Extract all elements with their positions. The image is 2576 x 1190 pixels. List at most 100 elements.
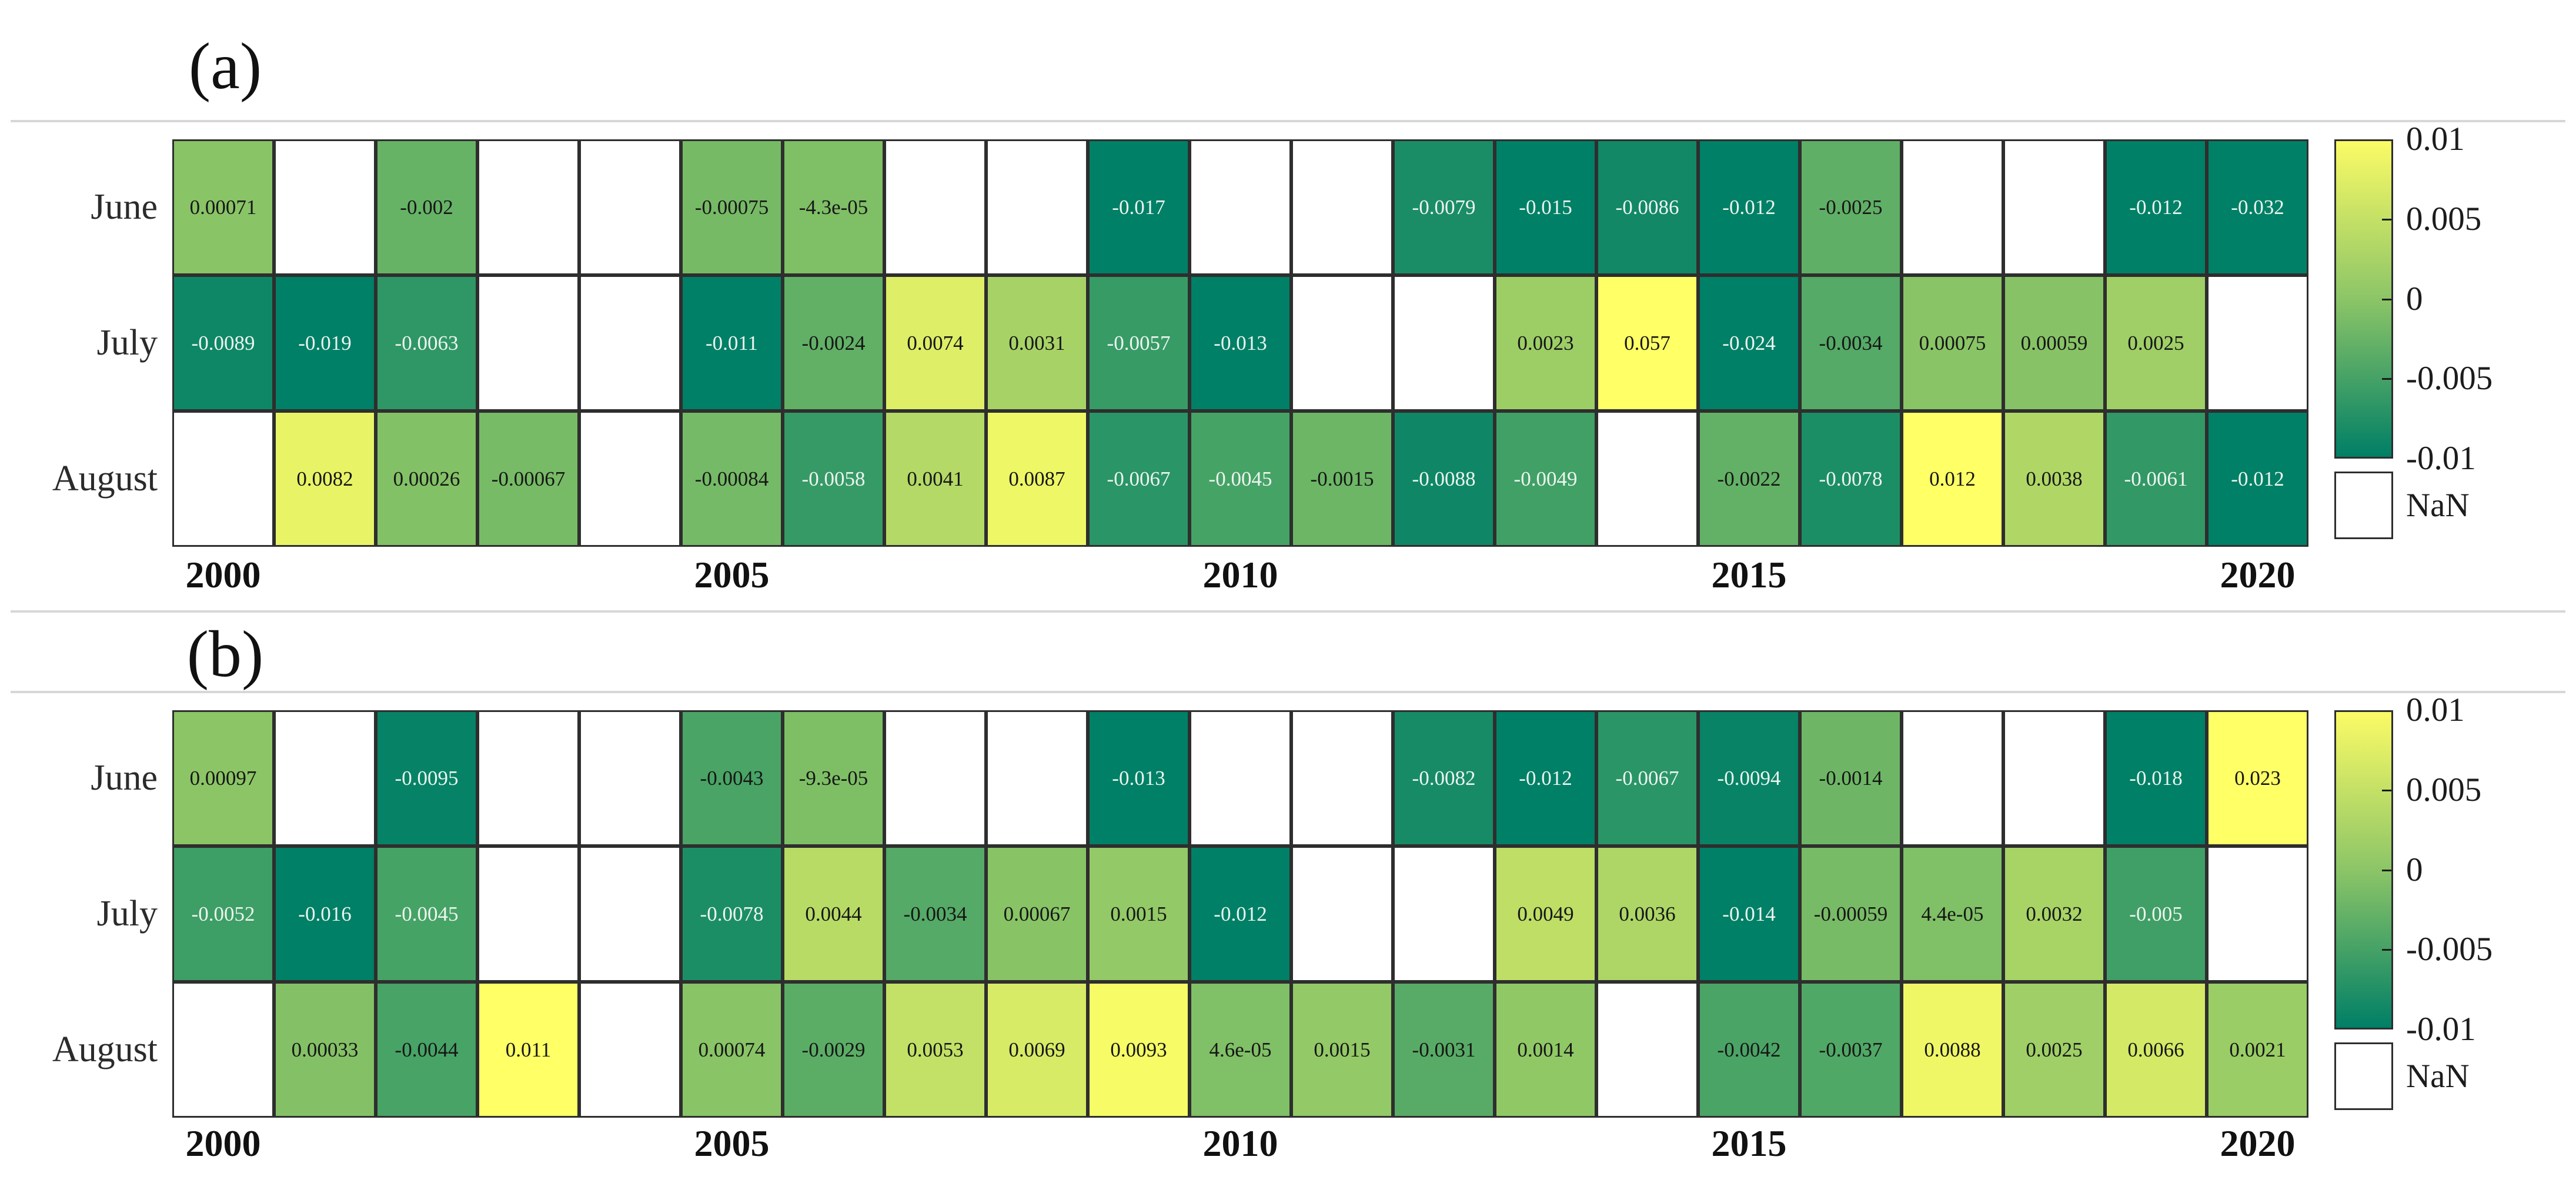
heatmap-cell-text: -0.011 — [705, 331, 759, 355]
heatmap-cell — [477, 710, 579, 846]
nan-label: NaN — [2406, 485, 2470, 526]
heatmap-cell-text: 0.00071 — [189, 195, 257, 219]
heatmap-cell: -0.032 — [2207, 139, 2308, 275]
heatmap-cell-text: -0.0031 — [1412, 1038, 1476, 1061]
heatmap-cell: 0.0021 — [2207, 982, 2308, 1118]
colorbar-tick-label: 0 — [2406, 279, 2423, 320]
colorbar-tick-label-text: 0.005 — [2406, 771, 2482, 808]
heatmap-cell: -0.012 — [2207, 411, 2308, 547]
heatmap-cell-text: -0.0095 — [395, 766, 459, 790]
heatmap-cell-text: -0.018 — [2129, 766, 2183, 790]
heatmap-cell: 0.011 — [477, 982, 579, 1118]
heatmap-cell-text: 0.0049 — [1517, 902, 1574, 925]
heatmap-cell: 0.0015 — [1088, 846, 1190, 982]
heatmap-cell: 0.0069 — [986, 982, 1088, 1118]
row-label-june: June — [6, 710, 158, 846]
heatmap-cell-text: -0.0034 — [1819, 331, 1883, 355]
heatmap-cell — [1393, 846, 1495, 982]
heatmap-cell — [1902, 710, 2003, 846]
row-label-august: August — [6, 411, 158, 547]
heatmap-cell: 0.0025 — [2105, 275, 2207, 411]
colorbar-tick-label-text: 0.01 — [2406, 691, 2465, 728]
heatmap-cell-text: 0.0074 — [907, 331, 964, 355]
heatmap-cell-text: -0.0045 — [1208, 467, 1272, 490]
colorbar-tick-label-text: -0.005 — [2406, 360, 2493, 397]
heatmap-cell: -0.012 — [1698, 139, 1800, 275]
heatmap-cell-text: 0.00074 — [698, 1038, 766, 1061]
row-label-august: August — [6, 982, 158, 1118]
colorbar-tick-label-text: 0 — [2406, 851, 2423, 888]
heatmap-cell: -0.0078 — [1800, 411, 1902, 547]
x-tick-label: 2010 — [1123, 553, 1358, 597]
divider-line — [11, 120, 2565, 122]
heatmap-cell-text: -0.024 — [1722, 331, 1776, 355]
heatmap-cell — [884, 139, 986, 275]
heatmap-cell: 0.00059 — [2003, 275, 2105, 411]
x-tick-label: 2020 — [2140, 553, 2375, 597]
heatmap-cell: 0.00067 — [986, 846, 1088, 982]
row-label-august-text: August — [52, 1029, 158, 1069]
heatmap-cell-text: 0.0015 — [1110, 902, 1167, 925]
x-tick-label-text: 2000 — [185, 1122, 261, 1164]
heatmap-cell-text: 0.057 — [1624, 331, 1670, 355]
heatmap-cell-text: -0.0061 — [2124, 467, 2188, 490]
row-label-june-text: June — [91, 758, 158, 798]
x-tick-label-text: 2015 — [1711, 554, 1787, 596]
heatmap-cell-text: -0.0034 — [903, 902, 967, 925]
heatmap-cell: 0.00074 — [681, 982, 783, 1118]
heatmap-cell: -0.0045 — [376, 846, 477, 982]
heatmap-cell-text: -0.0024 — [801, 331, 866, 355]
heatmap-cell-text: -0.012 — [1519, 766, 1572, 790]
heatmap-cell: 0.057 — [1596, 275, 1698, 411]
heatmap-cell-text: -0.0025 — [1819, 195, 1883, 219]
heatmap-cell — [1291, 710, 1393, 846]
heatmap-cell-text: 0.0066 — [2127, 1038, 2184, 1061]
heatmap-cell-text: 0.00033 — [291, 1038, 359, 1061]
heatmap-cell-text: 0.00075 — [1919, 331, 1986, 355]
colorbar-tick-label-text: 0.01 — [2406, 121, 2465, 158]
colorbar-tick-label: 0 — [2406, 850, 2423, 891]
heatmap-cell — [579, 411, 681, 547]
heatmap-cell: -0.012 — [1495, 710, 1596, 846]
heatmap-cell: -0.0025 — [1800, 139, 1902, 275]
heatmap-cell: -0.024 — [1698, 275, 1800, 411]
x-tick-label: 2010 — [1123, 1122, 1358, 1165]
panel-b-label: (b) — [186, 618, 264, 691]
heatmap-cell-text: 0.00097 — [189, 766, 257, 790]
heatmap-cell: 4.4e-05 — [1902, 846, 2003, 982]
heatmap-cell-text: 0.0082 — [296, 467, 353, 490]
heatmap-cell-text: -0.012 — [2231, 467, 2284, 490]
heatmap-cell: 0.012 — [1902, 411, 2003, 547]
heatmap-cell-text: -0.00059 — [1813, 902, 1888, 925]
heatmap-cell: -0.0082 — [1393, 710, 1495, 846]
heatmap-cell: -0.00084 — [681, 411, 783, 547]
heatmap-cell-text: 0.0038 — [2026, 467, 2083, 490]
heatmap-cell: 0.00071 — [172, 139, 274, 275]
heatmap-cell-text: -0.0067 — [1107, 467, 1171, 490]
heatmap-cell: -0.012 — [2105, 139, 2207, 275]
heatmap-cell-text: -0.0042 — [1717, 1038, 1781, 1061]
heatmap-cell-text: 0.0025 — [2127, 331, 2184, 355]
nan-swatch — [2334, 472, 2393, 539]
row-label-june: June — [6, 139, 158, 275]
heatmap-cell: 0.00033 — [274, 982, 376, 1118]
heatmap-cell-text: 0.011 — [505, 1038, 552, 1061]
heatmap-cell: -0.0052 — [172, 846, 274, 982]
heatmap-cell-text: 0.0069 — [1008, 1038, 1065, 1061]
x-tick-label-text: 2015 — [1711, 1122, 1787, 1164]
row-label-july-text: July — [96, 894, 158, 934]
heatmap-cell-text: 0.0036 — [1619, 902, 1676, 925]
colorbar-tick-label-text: -0.01 — [2406, 440, 2476, 477]
heatmap-cell-text: -0.032 — [2231, 195, 2284, 219]
colorbar-tick-label: -0.005 — [2406, 358, 2493, 399]
heatmap-cell-text: -0.0057 — [1107, 331, 1171, 355]
heatmap-cell: -0.011 — [681, 275, 783, 411]
heatmap-cell: 0.00097 — [172, 710, 274, 846]
heatmap-cell-text: -0.0015 — [1310, 467, 1374, 490]
x-tick-label-text: 2020 — [2220, 554, 2296, 596]
x-tick-label: 2000 — [106, 553, 341, 597]
heatmap-cell — [579, 710, 681, 846]
heatmap-cell: -0.0078 — [681, 846, 783, 982]
row-label-july: July — [6, 846, 158, 982]
